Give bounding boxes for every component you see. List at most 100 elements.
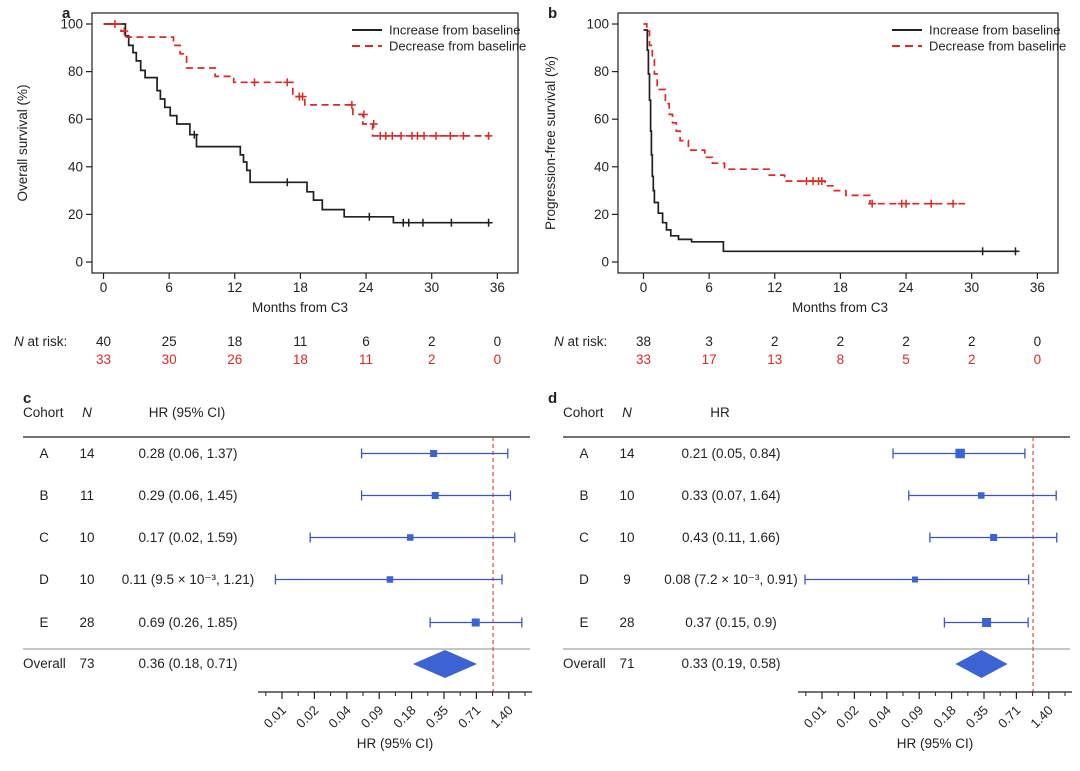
row-cohort-label: E [579, 615, 588, 630]
n-at-risk-value: 17 [702, 352, 717, 367]
hr-tick-label: 0.71 [995, 703, 1024, 732]
x-tick-label: 30 [964, 280, 979, 295]
n-at-risk-value: 18 [293, 352, 308, 367]
hr-tick-label: 0.35 [963, 703, 992, 732]
x-tick-label: 6 [165, 280, 173, 295]
row-cohort-label: D [579, 572, 589, 587]
hr-tick-label: 0.02 [293, 703, 322, 732]
y-tick-label: 80 [594, 64, 609, 79]
x-tick-label: 6 [705, 280, 713, 295]
row-cohort-label: A [39, 446, 48, 461]
overall-label: Overall [563, 656, 606, 671]
n-at-risk-label: N at risk: [14, 334, 67, 349]
overall-diamond [955, 650, 1008, 678]
row-n-value: 9 [623, 572, 631, 587]
row-hr-text: 0.43 (0.11, 1.66) [682, 530, 780, 545]
row-cohort-label: B [579, 488, 588, 503]
overall-label: Overall [23, 656, 66, 671]
n-at-risk-value: 2 [968, 352, 976, 367]
x-tick-label: 12 [767, 280, 782, 295]
row-hr-text: 0.29 (0.06, 1.45) [138, 488, 237, 503]
row-n-value: 28 [619, 615, 634, 630]
hr-point-marker [431, 492, 439, 499]
n-at-risk-value: 30 [162, 352, 177, 367]
x-tick-label: 0 [640, 280, 648, 295]
row-n-value: 11 [80, 488, 94, 503]
hr-tick-label: 0.02 [833, 703, 862, 732]
hr-tick-label: 0.35 [423, 703, 452, 732]
n-at-risk-value: 0 [1034, 352, 1042, 367]
y-tick-label: 0 [601, 255, 609, 270]
km-curve [103, 23, 490, 224]
row-n-value: 28 [79, 615, 94, 630]
row-cohort-label: B [39, 488, 48, 503]
row-n-value: 10 [79, 572, 94, 587]
legend-item-label: Decrease from baseline [389, 39, 526, 54]
x-tick-label: 36 [490, 280, 505, 295]
row-cohort-label: C [579, 530, 589, 545]
censor-marks [978, 247, 1020, 256]
row-hr-text: 0.11 (9.5 × 10⁻³, 1.21) [122, 572, 255, 587]
y-tick-label: 40 [594, 159, 609, 174]
hr-point-marker [912, 576, 919, 583]
n-at-risk-value: 13 [767, 352, 782, 367]
row-hr-text: 0.08 (7.2 × 10⁻³, 0.91) [664, 572, 798, 587]
row-hr-text: 0.28 (0.06, 1.37) [138, 446, 237, 461]
n-at-risk-value: 8 [837, 352, 845, 367]
row-hr-text: 0.69 (0.26, 1.85) [138, 615, 237, 630]
y-axis-title: Overall survival (%) [15, 84, 30, 201]
column-header-hr: HR [710, 405, 730, 420]
hr-tick-label: 0.18 [930, 703, 959, 732]
x-tick-label: 18 [293, 280, 308, 295]
row-cohort-label: C [39, 530, 49, 545]
hr-axis-title: HR (95% CI) [897, 736, 974, 751]
n-at-risk-value: 0 [494, 334, 502, 349]
n-at-risk-value: 40 [96, 334, 111, 349]
hr-point-marker [990, 534, 998, 541]
row-hr-text: 0.33 (0.07, 1.64) [681, 488, 780, 503]
hr-point-marker [471, 618, 480, 627]
row-hr-text: 0.17 (0.02, 1.59) [138, 530, 237, 545]
n-at-risk-value: 25 [162, 334, 177, 349]
row-hr-text: 0.21 (0.05, 0.84) [681, 446, 780, 461]
hr-point-marker [982, 618, 992, 627]
column-header-hr: HR (95% CI) [149, 405, 226, 420]
row-n-value: 10 [619, 530, 634, 545]
y-tick-label: 40 [68, 159, 83, 174]
overall-n-value: 73 [79, 656, 94, 671]
legend-item-label: Increase from baseline [389, 23, 521, 38]
y-axis-title: Progression-free survival (%) [543, 56, 558, 230]
x-tick-label: 0 [100, 280, 108, 295]
n-at-risk-value: 2 [968, 334, 976, 349]
hr-tick-label: 0.04 [325, 703, 354, 732]
overall-diamond [412, 650, 478, 678]
overall-hr-text: 0.33 (0.19, 0.58) [681, 656, 780, 671]
n-at-risk-value: 2 [428, 334, 436, 349]
n-at-risk-value: 2 [837, 334, 845, 349]
row-cohort-label: E [39, 615, 48, 630]
y-tick-label: 20 [594, 207, 609, 222]
hr-point-marker [430, 450, 438, 457]
row-n-value: 10 [79, 530, 94, 545]
n-at-risk-value: 2 [428, 352, 436, 367]
row-n-value: 14 [79, 446, 95, 461]
y-tick-label: 100 [60, 17, 83, 32]
x-tick-label: 36 [1030, 280, 1045, 295]
panel-d-pfs-forest-plot: d Cohort N HR A 14 0.21 (0.05, 0.84) B 10 0.33 (0… [548, 390, 1072, 751]
n-at-risk-value: 18 [227, 334, 242, 349]
n-at-risk-value: 33 [96, 352, 111, 367]
overall-n-value: 71 [619, 656, 634, 671]
overall-hr-text: 0.36 (0.18, 0.71) [138, 656, 237, 671]
censor-marks [110, 20, 493, 140]
hr-point-marker [386, 576, 394, 583]
column-header-cohort: Cohort [23, 405, 64, 420]
x-tick-label: 12 [227, 280, 242, 295]
row-n-value: 10 [619, 488, 634, 503]
y-tick-label: 60 [68, 112, 83, 127]
column-header-n: N [622, 405, 632, 420]
legend-item-label: Increase from baseline [929, 23, 1061, 38]
km-curve [643, 29, 1018, 253]
